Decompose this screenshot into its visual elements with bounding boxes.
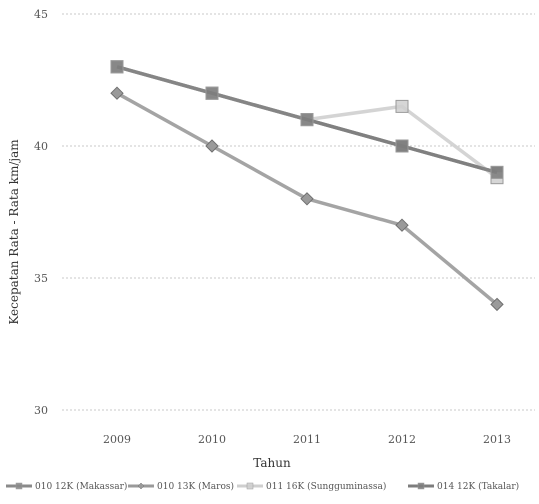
data-point: [490, 297, 504, 312]
legend-label: 011 16K (Sungguminassa): [266, 481, 386, 492]
legend: 010 12K (Makassar) 010 13K (Maros) 011 16K…: [6, 481, 519, 492]
series-line: [110, 86, 504, 312]
x-tick-label: 2012: [388, 433, 416, 446]
data-point: [395, 139, 409, 153]
series-line: [110, 60, 504, 179]
y-tick-label: 40: [34, 140, 48, 153]
legend-label: 010 12K (Makassar): [35, 481, 127, 492]
data-point: [205, 86, 219, 100]
y-tick-label: 30: [34, 404, 48, 417]
series-lines: [110, 60, 504, 312]
gridlines: [62, 13, 535, 411]
x-tick-label: 2011: [293, 433, 321, 446]
data-point: [395, 99, 409, 113]
data-point: [137, 482, 145, 490]
data-point: [110, 60, 124, 74]
x-tick-label: 2009: [103, 433, 131, 446]
data-point: [300, 113, 314, 127]
legend-label: 014 12K (Takalar): [437, 481, 519, 492]
legend-label: 010 13K (Maros): [157, 481, 234, 492]
x-tick-label: 2013: [483, 433, 511, 446]
x-axis-title: Tahun: [253, 456, 291, 470]
y-tick-label: 35: [34, 272, 48, 285]
data-point: [110, 86, 124, 100]
data-point: [15, 482, 23, 490]
y-tick-label: 45: [34, 8, 48, 21]
data-point: [205, 139, 219, 153]
data-point: [246, 482, 254, 490]
data-point: [395, 218, 409, 232]
x-axis-ticks: 2009 2010 2011 2012 2013: [103, 433, 511, 446]
data-point: [300, 192, 314, 206]
data-point: [490, 165, 504, 179]
data-point: [417, 482, 425, 490]
y-axis-title: Kecepatan Rata - Rata km/jam: [7, 139, 21, 325]
x-tick-label: 2010: [198, 433, 226, 446]
y-axis-ticks: 30 35 40 45: [34, 8, 48, 417]
